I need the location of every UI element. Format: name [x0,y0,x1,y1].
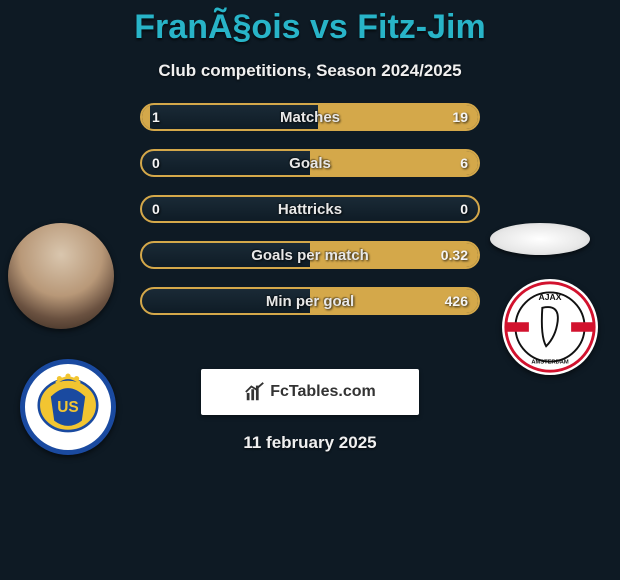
svg-text:AMSTERDAM: AMSTERDAM [531,359,569,365]
svg-text:AJAX: AJAX [538,292,561,302]
stat-bar: Hattricks0 0 [140,195,480,223]
stat-value-right: 0.32 [441,243,468,267]
page-title: FranÃ§ois vs Fitz-Jim [0,0,620,47]
svg-text:US: US [57,399,79,416]
stat-label: Goals per match [142,243,478,267]
stat-bar: Min per goal426 [140,287,480,315]
stat-bar: Matches1 19 [140,103,480,131]
stat-value-left: 0 [152,197,160,221]
stat-value-right: 426 [445,289,468,313]
usg-crest-icon: US [25,364,111,450]
stat-label: Hattricks [142,197,478,221]
brand-text: FcTables.com [270,383,376,401]
stat-bar: Goals per match0.32 [140,241,480,269]
stat-value-left: 1 [152,105,160,129]
stat-value-right: 0 [460,197,468,221]
club-badge-left: US [20,359,116,455]
club-badge-right: AJAX AMSTERDAM [502,279,598,375]
player-avatar-right [490,223,590,255]
subtitle: Club competitions, Season 2024/2025 [0,61,620,81]
stat-value-left: 0 [152,151,160,175]
player-avatar-left [8,223,114,329]
stat-value-right: 6 [460,151,468,175]
brand-badge[interactable]: FcTables.com [201,369,419,415]
stat-label: Goals [142,151,478,175]
stat-label: Min per goal [142,289,478,313]
stat-value-right: 19 [452,105,468,129]
stat-bars: Matches119Goals06Hattricks00Goals per ma… [140,103,480,333]
chart-icon [244,381,266,403]
ajax-crest-icon: AJAX AMSTERDAM [502,279,598,375]
comparison-area: US AJAX AMSTERDAM Matches119Goals06Hattr… [0,103,620,353]
stat-label: Matches [142,105,478,129]
stat-bar: Goals0 6 [140,149,480,177]
